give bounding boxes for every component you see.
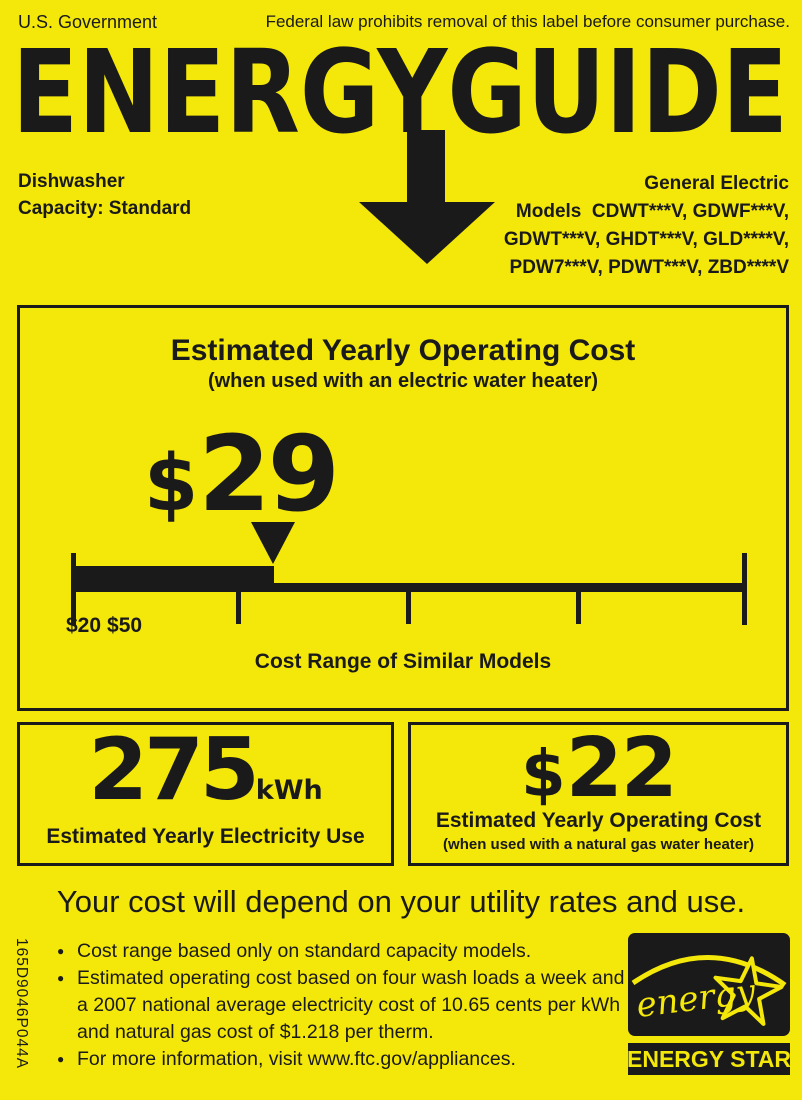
energy-star-logo: energy ENERGY STAR xyxy=(628,933,790,1075)
scale-caption: Cost Range of Similar Models xyxy=(254,650,552,673)
pointer-cost-value: $29 xyxy=(144,422,340,526)
electricity-unit: kWh xyxy=(255,775,323,806)
footnote-item: For more information, visit www.ftc.gov/… xyxy=(55,1046,640,1073)
footnote-item: Cost range based only on standard capaci… xyxy=(55,938,640,965)
label-part-number: 165D9046P044A xyxy=(13,938,30,1070)
appliance-info: Dishwasher Capacity: Standard xyxy=(18,168,191,222)
gas-value-row: $22 xyxy=(411,728,786,810)
model-line: PDW7***V, PDWT***V, ZBD****V xyxy=(509,257,789,278)
electricity-caption: Estimated Yearly Electricity Use xyxy=(46,825,365,848)
model-line: GDWT***V, GHDT***V, GLD****V, xyxy=(503,229,789,250)
utility-rates-statement: Your cost will depend on your utility ra… xyxy=(56,884,746,919)
footnote-item: Estimated operating cost based on four w… xyxy=(55,965,640,1046)
cost-range-axis-line xyxy=(71,583,747,592)
gas-cost-box: $22 Estimated Yearly Operating Cost (whe… xyxy=(408,722,789,866)
scale-min-max-labels: $20 $50 xyxy=(66,614,148,638)
manufacturer-models: General Electric Models CDWT***V, GDWF**… xyxy=(504,170,789,282)
gas-value: 22 xyxy=(565,721,678,816)
operating-cost-title: Estimated Yearly Operating Cost xyxy=(170,334,636,367)
operating-cost-subtitle: (when used with an electric water heater… xyxy=(207,370,599,392)
scale-middle-tick xyxy=(406,592,411,624)
electricity-value: 275 xyxy=(88,720,260,820)
appliance-capacity: Capacity: Standard xyxy=(18,198,192,219)
model-line: Models CDWT***V, GDWF***V, xyxy=(515,201,789,222)
federal-law-notice: Federal law prohibits removal of this la… xyxy=(265,12,790,31)
operating-cost-box: Estimated Yearly Operating Cost (when us… xyxy=(17,305,789,711)
gas-caption: Estimated Yearly Operating Cost xyxy=(435,809,762,832)
scale-three-quarter-tick xyxy=(576,592,581,624)
gas-subcaption: (when used with a natural gas water heat… xyxy=(443,836,754,853)
energy-star-arc-icon xyxy=(631,955,787,988)
electricity-use-box: 275kWh Estimated Yearly Electricity Use xyxy=(17,722,394,866)
down-arrow-head-icon xyxy=(359,202,495,264)
appliance-type: Dishwasher xyxy=(18,171,125,192)
energy-star-wordmark-text: ENERGY STAR xyxy=(628,1046,790,1072)
pointer-currency: $ xyxy=(144,439,199,529)
gas-currency: $ xyxy=(521,738,566,812)
scale-right-end-tick xyxy=(742,553,747,625)
energyguide-wordmark: ENERGYGUIDE xyxy=(12,44,788,140)
energy-star-wordmark-background xyxy=(628,1043,790,1075)
cost-pointer-triangle-icon xyxy=(251,522,295,564)
scale-left-end-tick xyxy=(71,553,76,625)
scale-quarter-tick xyxy=(236,592,241,624)
manufacturer-name: General Electric xyxy=(644,173,789,194)
pointer-digits: 29 xyxy=(198,413,340,535)
down-arrow-stem-icon xyxy=(407,130,445,204)
electricity-value-row: 275kWh xyxy=(20,727,391,813)
scale-min-label: $20 xyxy=(66,614,102,637)
energyguide-wordmark-text: ENERGYGUIDE xyxy=(12,44,788,140)
energy-star-star-icon xyxy=(713,956,784,1026)
footnote-list: Cost range based only on standard capaci… xyxy=(55,938,640,1073)
us-government-label: U.S. Government xyxy=(18,12,158,32)
scale-max-label: $50 xyxy=(107,614,143,637)
